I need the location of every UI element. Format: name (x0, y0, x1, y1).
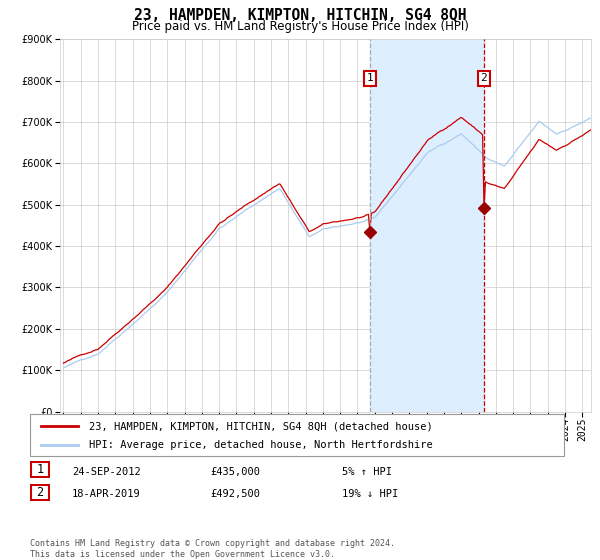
FancyBboxPatch shape (31, 484, 49, 500)
Text: 24-SEP-2012: 24-SEP-2012 (72, 466, 141, 477)
Text: 23, HAMPDEN, KIMPTON, HITCHIN, SG4 8QH (detached house): 23, HAMPDEN, KIMPTON, HITCHIN, SG4 8QH (… (89, 421, 433, 431)
Text: 19% ↓ HPI: 19% ↓ HPI (342, 489, 398, 499)
Text: 23, HAMPDEN, KIMPTON, HITCHIN, SG4 8QH: 23, HAMPDEN, KIMPTON, HITCHIN, SG4 8QH (134, 8, 466, 24)
Text: £435,000: £435,000 (210, 466, 260, 477)
Text: HPI: Average price, detached house, North Hertfordshire: HPI: Average price, detached house, Nort… (89, 440, 433, 450)
Text: 18-APR-2019: 18-APR-2019 (72, 489, 141, 499)
Text: 1: 1 (37, 463, 43, 477)
Text: 2: 2 (481, 73, 487, 83)
Text: 5% ↑ HPI: 5% ↑ HPI (342, 466, 392, 477)
Text: 2: 2 (37, 486, 43, 499)
Bar (370, 39, 484, 412)
FancyBboxPatch shape (30, 414, 564, 456)
Text: £492,500: £492,500 (210, 489, 260, 499)
Text: 1: 1 (367, 73, 373, 83)
Text: Price paid vs. HM Land Registry's House Price Index (HPI): Price paid vs. HM Land Registry's House … (131, 20, 469, 33)
Text: Contains HM Land Registry data © Crown copyright and database right 2024.
This d: Contains HM Land Registry data © Crown c… (30, 539, 395, 559)
FancyBboxPatch shape (31, 463, 49, 477)
